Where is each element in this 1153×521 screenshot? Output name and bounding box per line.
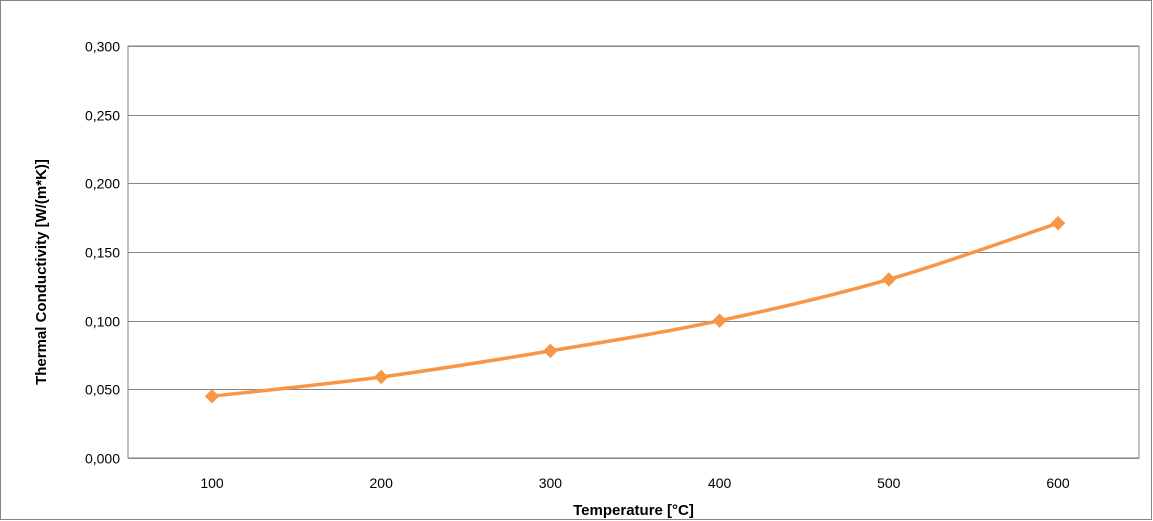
x-tick-label: 600: [1046, 475, 1070, 491]
y-axis-title: Thermal Conductivity [W/(m*K)]: [33, 159, 50, 385]
y-axis-tick-labels: 0,000 0,050 0,100 0,150 0,200 0,250 0,300: [85, 39, 120, 467]
series-layer: [204, 215, 1066, 404]
y-tick-label: 0,250: [85, 108, 120, 124]
x-tick-label: 500: [877, 475, 901, 491]
data-point-marker: [1050, 215, 1066, 231]
data-point-marker: [712, 313, 727, 328]
y-tick-label: 0,300: [85, 39, 120, 55]
x-tick-label: 300: [539, 475, 563, 491]
series-line: [211, 221, 1059, 398]
x-axis-tick-labels: 100 200 300 400 500 600: [200, 475, 1070, 491]
x-tick-label: 400: [708, 475, 732, 491]
x-tick-label: 200: [370, 475, 394, 491]
x-axis-title: Temperature [°C]: [573, 502, 694, 519]
data-point-marker: [881, 272, 897, 287]
plot-area: [127, 45, 1140, 459]
data-point-marker: [204, 388, 220, 404]
x-tick-label: 100: [200, 475, 224, 491]
data-point-marker: [543, 343, 558, 359]
gridlines: [128, 46, 1139, 459]
y-tick-label: 0,200: [85, 176, 120, 192]
data-point-marker: [373, 369, 389, 385]
y-tick-label: 0,050: [85, 382, 120, 398]
y-tick-label: 0,150: [85, 245, 120, 261]
y-tick-label: 0,100: [85, 314, 120, 330]
y-tick-label: 0,000: [85, 451, 120, 467]
